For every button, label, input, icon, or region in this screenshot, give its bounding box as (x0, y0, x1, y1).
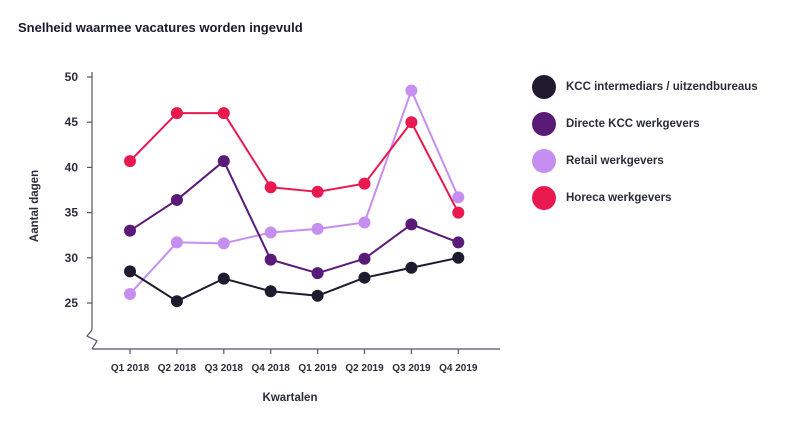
x-tick-label: Q2 2018 (158, 363, 197, 374)
legend-swatch (532, 111, 556, 136)
x-tick-label: Q4 2019 (439, 363, 478, 374)
data-point (264, 226, 277, 239)
data-point (358, 177, 371, 190)
series-line (129, 256, 459, 303)
data-point (264, 181, 277, 194)
legend-label: Horeca werkgevers (566, 191, 672, 204)
y-tick-label: 35 (65, 206, 79, 220)
data-point (264, 285, 277, 298)
data-point (124, 265, 136, 278)
legend-item: KCC intermediars / uitzendbureaus (532, 68, 758, 105)
x-ticks: Q1 2018 Q2 2018 Q3 2018 Q4 2018 Q1 2019 Q2 20… (111, 349, 478, 374)
legend-item: Retail werkgevers (532, 142, 758, 179)
chart-title: Snelheid waarmee vacatures worden ingevu… (18, 20, 303, 35)
data-point (124, 155, 136, 168)
axes (86, 72, 500, 350)
y-tick-label: 30 (65, 251, 79, 265)
data-point (358, 216, 371, 229)
legend-item: Horeca werkgevers (532, 179, 758, 216)
data-point (217, 107, 230, 120)
data-point (311, 289, 324, 302)
data-point (170, 107, 183, 120)
data-point (452, 251, 465, 264)
legend-label: KCC intermediars / uitzendbureaus (566, 80, 758, 93)
data-point (217, 272, 230, 285)
data-point (170, 193, 183, 206)
series-line (129, 112, 460, 214)
y-ticks: 25 30 35 40 45 50 (65, 70, 92, 310)
legend-swatch (532, 74, 556, 99)
data-point (311, 222, 324, 235)
x-tick-label: Q1 2018 (111, 363, 150, 374)
data-point (124, 224, 136, 237)
axis-break (86, 329, 98, 350)
data-point (405, 261, 418, 274)
data-point (405, 218, 418, 231)
data-point (217, 237, 230, 250)
data-point (452, 206, 465, 219)
data-point (405, 84, 418, 97)
legend-label: Directe KCC werkgevers (566, 117, 700, 130)
y-tick-label: 40 (65, 160, 79, 174)
y-tick-label: 45 (65, 115, 79, 129)
x-tick-label: Q3 2018 (205, 363, 244, 374)
data-point (311, 267, 324, 280)
x-tick-label: Q3 2019 (392, 363, 431, 374)
y-tick-label: 25 (65, 296, 79, 310)
data-point (311, 185, 324, 198)
data-point (358, 252, 371, 265)
data-point (217, 155, 230, 168)
y-tick-label: 50 (65, 70, 79, 84)
legend-swatch (532, 185, 556, 210)
data-point (358, 271, 371, 284)
x-tick-label: Q4 2018 (252, 363, 291, 374)
legend-swatch (532, 148, 556, 173)
series-line (129, 160, 459, 275)
data-point (170, 295, 183, 308)
series-lines (129, 89, 460, 303)
series-points (124, 84, 465, 308)
y-axis-label: Aantal dagen (29, 170, 41, 242)
legend-label: Retail werkgevers (566, 154, 664, 167)
x-tick-label: Q1 2019 (298, 363, 337, 374)
data-point (124, 287, 136, 300)
series-line (129, 89, 460, 295)
data-point (170, 236, 183, 249)
legend-item: Directe KCC werkgevers (532, 105, 758, 142)
x-tick-label: Q2 2019 (345, 363, 384, 374)
data-point (452, 236, 465, 249)
data-point (405, 116, 418, 129)
data-point (452, 191, 465, 204)
legend: KCC intermediars / uitzendbureaus Directe… (532, 68, 758, 216)
x-axis-label: Kwartalen (263, 392, 318, 404)
data-point (264, 253, 277, 266)
